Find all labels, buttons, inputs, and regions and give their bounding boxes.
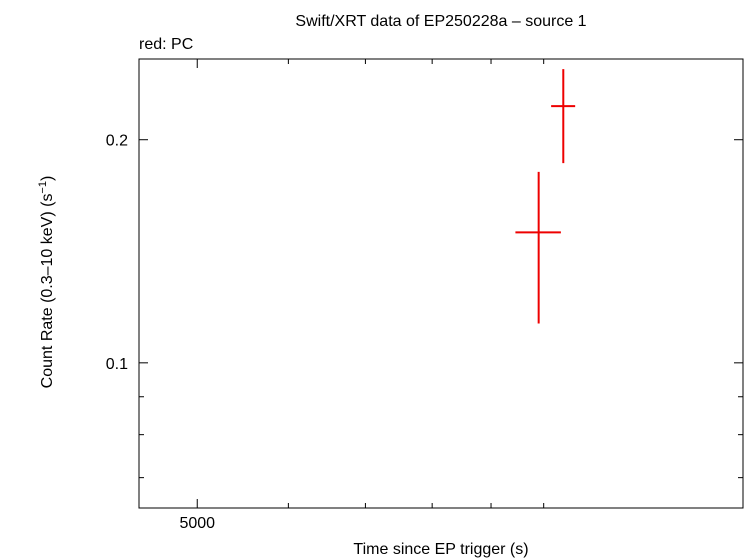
y-tick-label: 0.2 [106, 133, 128, 150]
data-point [551, 69, 576, 164]
axis-tick-labels: 5000 0.1 0.2 [106, 133, 215, 532]
x-axis-label: Time since EP trigger (s) [353, 541, 528, 558]
data-points [515, 69, 576, 324]
plot-frame [138, 58, 744, 509]
y-tick-label: 0.1 [106, 356, 128, 373]
y-axis-label-exponent: −1 [37, 181, 49, 194]
chart-title: Swift/XRT data of EP250228a – source 1 [295, 13, 586, 30]
x-tick-label: 5000 [179, 515, 215, 532]
chart-subtitle: red: PC [139, 36, 193, 53]
data-point [515, 171, 561, 324]
y-axis-label-close: ) [39, 176, 56, 181]
y-axis-label: Count Rate (0.3–10 keV) (s−1) [37, 176, 56, 389]
y-axis-label-main: Count Rate (0.3–10 keV) (s [39, 194, 56, 389]
axis-ticks [139, 59, 743, 508]
